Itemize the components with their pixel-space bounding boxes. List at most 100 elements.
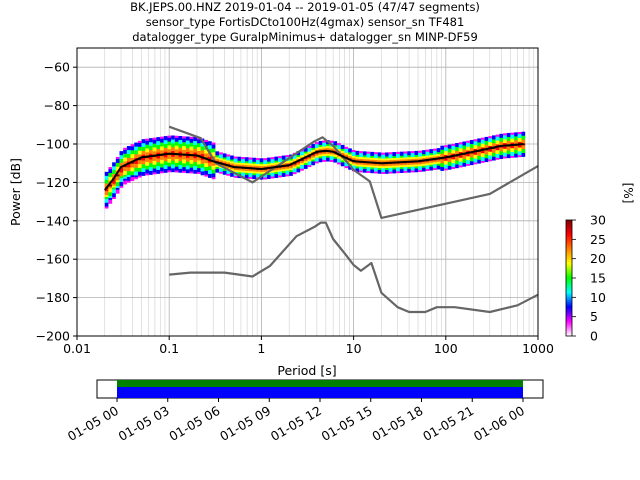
heatmap-cell [388,154,393,157]
heatmap-cell [517,137,522,140]
heatmap-cell [370,153,374,156]
segment-tick: 01-05 00 [65,403,121,444]
heatmap-cell [326,153,330,156]
heatmap-cell [160,163,164,166]
heatmap-cell [200,169,205,172]
heatmap-cell [385,167,389,170]
heatmap-cell [222,153,227,156]
heatmap-cell [399,170,404,173]
heatmap-cell [348,161,352,164]
heatmap-cell [517,149,522,152]
heatmap-cell [440,166,445,169]
heatmap-cell [208,145,212,148]
heatmap-cell [491,139,496,142]
heatmap-cell [440,168,445,171]
heatmap-cell [455,144,459,148]
heatmap-cell [108,167,113,170]
heatmap-cell [112,189,116,192]
heatmap-cell [488,155,492,158]
heatmap-cell [130,146,135,149]
heatmap-cell [503,137,507,140]
heatmap-cell [208,171,212,175]
heatmap-cell [189,138,194,141]
heatmap-cell [211,148,216,151]
heatmap-cell [362,153,367,156]
heatmap-cell [119,181,124,184]
heatmap-cell [112,173,116,176]
heatmap-cell [270,176,275,179]
heatmap-cell [499,143,504,146]
heatmap-cell [196,156,201,159]
heatmap-cell [182,138,186,141]
heatmap-cell [267,163,271,166]
heatmap-cell [171,137,175,140]
x-tick-label: 100 [434,341,458,356]
heatmap-cell [200,161,205,164]
heatmap-cell [149,172,153,175]
heatmap-cell [233,156,238,159]
heatmap-cell [267,169,271,172]
heatmap-cell [126,174,131,177]
heatmap-cell [521,147,526,150]
heatmap-cell [163,166,168,169]
heatmap-cell [230,157,234,160]
heatmap-cell [278,169,282,172]
heatmap-cell [204,166,209,169]
heatmap-cell [514,153,518,156]
heatmap-cell [270,172,275,175]
heatmap-cell [237,156,242,159]
heatmap-cell [337,148,341,151]
heatmap-cell [440,161,445,164]
heatmap-cell [204,143,209,146]
heatmap-cell [414,152,419,155]
heatmap-cell [278,175,282,178]
heatmap-cell [477,138,481,141]
heatmap-cell [344,146,349,149]
heatmap-cell [403,164,408,168]
heatmap-cell [126,147,131,151]
heatmap-cell [399,163,404,166]
heatmap-cell [359,168,363,171]
heatmap-cell [477,148,481,151]
heatmap-cell [359,154,363,158]
heatmap-cell [303,166,308,169]
heatmap-cell [208,164,212,167]
heatmap-cell [499,154,504,158]
heatmap-cell [429,154,433,158]
heatmap-cell [436,150,441,153]
heatmap-cell [163,155,168,158]
heatmap-cell [362,170,367,173]
heatmap-cell [451,157,456,160]
heatmap-cell [329,154,334,157]
heatmap-cell [399,167,404,170]
heatmap-cell [230,163,234,166]
colorbar-tick-label: 5 [590,309,598,324]
heatmap-cell [167,154,172,157]
heatmap-cell [392,171,397,174]
heatmap-cell [303,164,308,167]
heatmap-cell [215,153,220,156]
heatmap-cell [241,164,245,167]
heatmap-cell [517,155,522,158]
heatmap-cell [119,153,124,156]
heatmap-cell [296,152,301,156]
heatmap-cell [259,169,264,172]
heatmap-cell [506,150,511,153]
heatmap-cell [292,170,297,173]
heatmap-cell [252,161,256,164]
heatmap-cell [462,158,467,161]
heatmap-cell [211,142,216,145]
heatmap-cell [145,165,150,168]
heatmap-cell [274,158,279,161]
heatmap-cell [466,144,470,147]
heatmap-cell [196,162,201,165]
heatmap-cell [303,151,308,154]
heatmap-cell [171,158,175,161]
heatmap-cell [314,153,319,156]
heatmap-cell [163,139,168,143]
heatmap-cell [392,155,397,159]
heatmap-cell [410,168,415,171]
heatmap-cell [185,138,190,141]
heatmap-cell [362,164,367,167]
heatmap-cell [141,141,146,144]
